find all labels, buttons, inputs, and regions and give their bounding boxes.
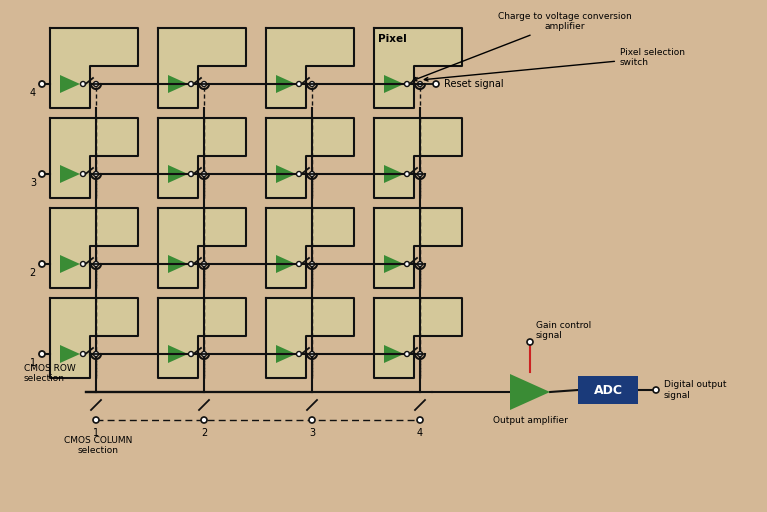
Circle shape <box>39 351 45 357</box>
Text: 2: 2 <box>30 268 36 278</box>
Circle shape <box>94 172 98 177</box>
Circle shape <box>202 262 206 267</box>
Circle shape <box>297 262 301 267</box>
Circle shape <box>81 81 85 87</box>
Polygon shape <box>276 75 296 93</box>
Circle shape <box>417 352 423 356</box>
Polygon shape <box>50 118 138 198</box>
Circle shape <box>297 81 301 87</box>
Circle shape <box>202 352 206 356</box>
Circle shape <box>189 172 193 177</box>
Polygon shape <box>374 118 462 198</box>
Circle shape <box>94 352 98 356</box>
Polygon shape <box>266 118 354 198</box>
Text: Charge to voltage conversion
amplifier: Charge to voltage conversion amplifier <box>413 12 632 81</box>
Circle shape <box>297 172 301 177</box>
Text: ADC: ADC <box>594 383 623 396</box>
Circle shape <box>433 81 439 87</box>
Text: 4: 4 <box>30 88 36 98</box>
Circle shape <box>527 339 533 345</box>
Polygon shape <box>384 75 404 93</box>
Polygon shape <box>158 298 246 378</box>
Polygon shape <box>276 255 296 273</box>
Polygon shape <box>384 345 404 363</box>
Polygon shape <box>374 298 462 378</box>
Circle shape <box>417 417 423 423</box>
Text: Output amplifier: Output amplifier <box>492 416 568 425</box>
Text: Pixel selection
switch: Pixel selection switch <box>424 48 685 81</box>
Circle shape <box>404 81 410 87</box>
Bar <box>578 376 638 404</box>
Circle shape <box>310 172 314 177</box>
Circle shape <box>417 81 423 87</box>
Circle shape <box>39 261 45 267</box>
Circle shape <box>189 352 193 356</box>
Circle shape <box>404 262 410 267</box>
Circle shape <box>94 81 98 87</box>
Circle shape <box>310 262 314 267</box>
Text: 2: 2 <box>201 428 207 438</box>
Circle shape <box>81 172 85 177</box>
Text: CMOS ROW
selection: CMOS ROW selection <box>24 364 76 383</box>
Polygon shape <box>374 28 462 108</box>
Polygon shape <box>510 374 550 410</box>
Circle shape <box>39 81 45 87</box>
Text: Pixel: Pixel <box>378 34 407 44</box>
Text: Digital output
signal: Digital output signal <box>664 380 726 400</box>
Polygon shape <box>158 28 246 108</box>
Polygon shape <box>276 345 296 363</box>
Polygon shape <box>168 75 188 93</box>
Polygon shape <box>50 298 138 378</box>
Polygon shape <box>50 208 138 288</box>
Circle shape <box>297 352 301 356</box>
Polygon shape <box>168 345 188 363</box>
Text: CMOS COLUMN
selection: CMOS COLUMN selection <box>64 436 132 455</box>
Circle shape <box>189 262 193 267</box>
Polygon shape <box>384 165 404 183</box>
Polygon shape <box>266 28 354 108</box>
Polygon shape <box>60 255 80 273</box>
Polygon shape <box>384 255 404 273</box>
Polygon shape <box>60 345 80 363</box>
Circle shape <box>94 262 98 267</box>
Circle shape <box>189 81 193 87</box>
Polygon shape <box>60 75 80 93</box>
Circle shape <box>417 262 423 267</box>
Circle shape <box>653 387 659 393</box>
Circle shape <box>310 81 314 87</box>
Polygon shape <box>276 165 296 183</box>
Circle shape <box>309 417 315 423</box>
Circle shape <box>404 352 410 356</box>
Circle shape <box>81 352 85 356</box>
Polygon shape <box>374 208 462 288</box>
Circle shape <box>93 417 99 423</box>
Polygon shape <box>50 28 138 108</box>
Text: Reset signal: Reset signal <box>444 79 504 89</box>
Circle shape <box>81 262 85 267</box>
Polygon shape <box>158 208 246 288</box>
Circle shape <box>39 171 45 177</box>
Circle shape <box>202 81 206 87</box>
Polygon shape <box>60 165 80 183</box>
Polygon shape <box>168 165 188 183</box>
Circle shape <box>310 352 314 356</box>
Polygon shape <box>158 118 246 198</box>
Polygon shape <box>266 298 354 378</box>
Circle shape <box>417 172 423 177</box>
Text: 3: 3 <box>30 178 36 188</box>
Circle shape <box>201 417 207 423</box>
Text: 4: 4 <box>417 428 423 438</box>
Circle shape <box>404 172 410 177</box>
Circle shape <box>202 172 206 177</box>
Text: 1: 1 <box>93 428 99 438</box>
Text: 1: 1 <box>30 358 36 368</box>
Text: Gain control
signal: Gain control signal <box>536 321 591 340</box>
Polygon shape <box>266 208 354 288</box>
Polygon shape <box>168 255 188 273</box>
Text: 3: 3 <box>309 428 315 438</box>
